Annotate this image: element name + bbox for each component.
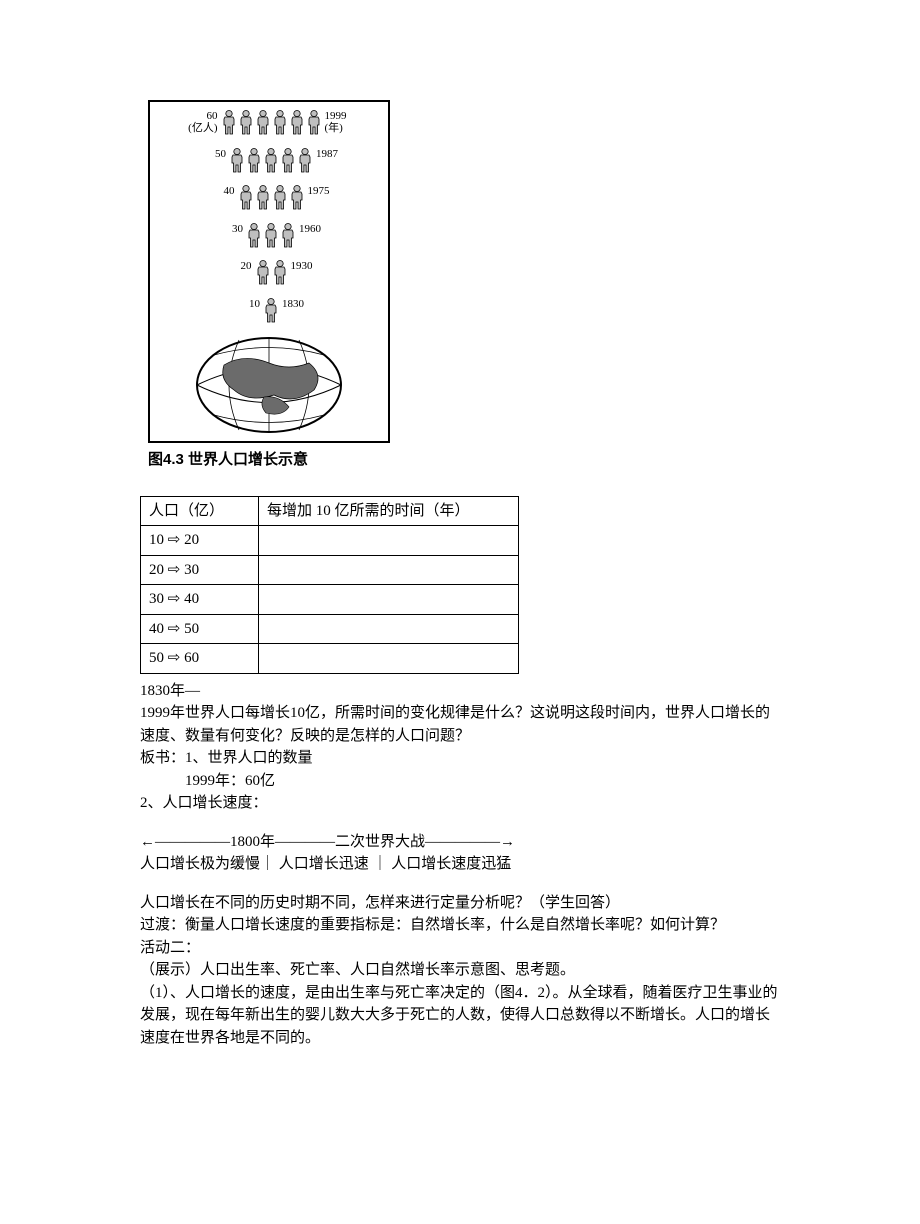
person-icon xyxy=(290,110,304,144)
pop-row: 10 1830 xyxy=(154,298,384,332)
pop-row: 40 1975 xyxy=(154,185,384,219)
pop-row-right-label: 1830 xyxy=(282,298,312,310)
person-icon xyxy=(256,185,270,219)
pop-row-left-label: 40 xyxy=(201,185,235,197)
person-icon xyxy=(264,223,278,257)
person-icon xyxy=(273,185,287,219)
person-icon xyxy=(290,185,304,219)
pop-row: 30 1960 xyxy=(154,223,384,257)
people-icons xyxy=(247,223,295,257)
person-icon xyxy=(247,148,261,182)
pop-row-left-label: 10 xyxy=(226,298,260,310)
person-icon xyxy=(264,148,278,182)
person-icon xyxy=(239,185,253,219)
person-icon xyxy=(230,148,244,182)
table-cell-time xyxy=(259,555,519,585)
person-icon xyxy=(256,110,270,144)
timeline-arrows: ←—————1800年————二次世界大战—————→ xyxy=(140,831,780,854)
person-icon xyxy=(281,223,295,257)
people-icons xyxy=(264,298,278,332)
table-header-row: 人口（亿） 每增加 10 亿所需的时间（年） xyxy=(141,496,519,526)
table-row: 20 ⇨ 30 xyxy=(141,555,519,585)
person-icon xyxy=(247,223,261,257)
timeline-labels: 人口增长极为缓慢｜ 人口增长迅速 ｜ 人口增长速度迅猛 xyxy=(140,853,780,876)
table-cell-time xyxy=(259,644,519,674)
pop-row-right-label: 1960 xyxy=(299,223,329,235)
table-row: 50 ⇨ 60 xyxy=(141,644,519,674)
table-cell-range: 20 ⇨ 30 xyxy=(141,555,259,585)
table-cell-range: 30 ⇨ 40 xyxy=(141,585,259,615)
pop-row-left-label: 30 xyxy=(209,223,243,235)
person-icon xyxy=(281,148,295,182)
table-cell-range: 40 ⇨ 50 xyxy=(141,614,259,644)
person-icon xyxy=(298,148,312,182)
infographic-caption: 图4.3 世界人口增长示意 xyxy=(148,449,780,472)
pop-row-left-label: 60(亿人) xyxy=(184,110,218,134)
person-icon xyxy=(307,110,321,144)
table-row: 10 ⇨ 20 xyxy=(141,526,519,556)
para-board3: 2、人口增长速度： xyxy=(140,792,780,815)
para-transition: 过渡：衡量人口增长速度的重要指标是：自然增长率，什么是自然增长率呢？如何计算？ xyxy=(140,914,780,937)
para-explain1: （1）、人口增长的速度，是由出生率与死亡率决定的（图4．2）。从全球看，随着医疗… xyxy=(140,982,780,1050)
population-time-table: 人口（亿） 每增加 10 亿所需的时间（年） 10 ⇨ 2020 ⇨ 3030 … xyxy=(140,496,519,674)
pop-row-left-label: 20 xyxy=(218,260,252,272)
person-icon xyxy=(239,110,253,144)
table-cell-range: 10 ⇨ 20 xyxy=(141,526,259,556)
person-icon xyxy=(273,110,287,144)
person-icon xyxy=(264,298,278,332)
para-question: 1999年世界人口每增长10亿，所需时间的变化规律是什么？这说明这段时间内，世界… xyxy=(140,702,780,747)
pop-row: 20 1930 xyxy=(154,260,384,294)
people-icons xyxy=(239,185,304,219)
table-cell-time xyxy=(259,526,519,556)
pop-row-left-label: 50 xyxy=(192,148,226,160)
para-board2: 1999年：60亿 xyxy=(140,770,780,793)
table-header-time: 每增加 10 亿所需的时间（年） xyxy=(259,496,519,526)
table-cell-range: 50 ⇨ 60 xyxy=(141,644,259,674)
table-cell-time xyxy=(259,614,519,644)
person-icon xyxy=(256,260,270,294)
table-row: 40 ⇨ 50 xyxy=(141,614,519,644)
pop-row: 50 1987 xyxy=(154,148,384,182)
para-board1: 板书：1、世界人口的数量 xyxy=(140,747,780,770)
person-icon xyxy=(222,110,236,144)
pop-row-right-label: 1987 xyxy=(316,148,346,160)
people-icons xyxy=(230,148,312,182)
globe-wrap xyxy=(154,335,384,435)
table-row: 30 ⇨ 40 xyxy=(141,585,519,615)
pop-row-right-label: 1930 xyxy=(291,260,321,272)
para-1830: 1830年— xyxy=(140,680,780,703)
table-header-pop: 人口（亿） xyxy=(141,496,259,526)
pop-row-right-label: 1975 xyxy=(308,185,338,197)
body-text: 1830年— 1999年世界人口每增长10亿，所需时间的变化规律是什么？这说明这… xyxy=(140,680,780,1050)
person-icon xyxy=(273,260,287,294)
table-cell-time xyxy=(259,585,519,615)
pop-row: 60(亿人) 1999(年) xyxy=(154,110,384,144)
population-growth-infographic: 60(亿人) 1999(年) 50 1987 40 xyxy=(148,100,390,443)
people-icons xyxy=(256,260,287,294)
para-analysis-q: 人口增长在不同的历史时期不同，怎样来进行定量分析呢？（学生回答） xyxy=(140,892,780,915)
pop-row-right-label: 1999(年) xyxy=(325,110,355,134)
people-icons xyxy=(222,110,321,144)
globe-icon xyxy=(194,335,344,435)
para-activity2: 活动二： xyxy=(140,937,780,960)
para-display: （展示）人口出生率、死亡率、人口自然增长率示意图、思考题。 xyxy=(140,959,780,982)
